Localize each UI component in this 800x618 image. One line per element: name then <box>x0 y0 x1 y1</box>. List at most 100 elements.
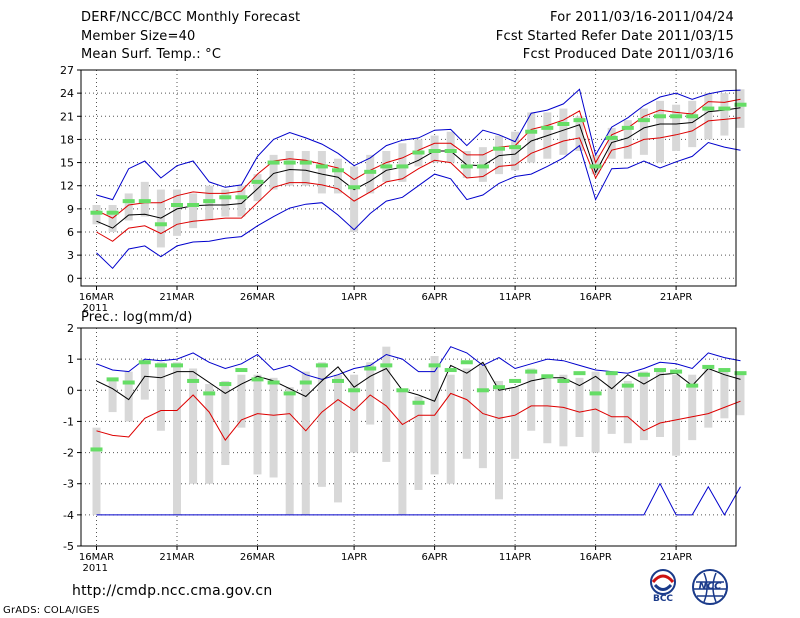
temp-median-mark <box>654 114 666 119</box>
temp-median-mark <box>380 164 393 169</box>
prec-spread-bar <box>366 362 375 425</box>
ncc-logo-text: NCC <box>698 581 722 592</box>
temp-median-mark <box>171 203 183 207</box>
prec-ytick-label: -4 <box>63 509 74 522</box>
temp-median-mark <box>460 164 473 169</box>
temp-spread-bar <box>398 143 407 182</box>
prec-median-mark <box>686 383 699 388</box>
temp-ytick-label: 3 <box>67 249 74 262</box>
prec-median-mark <box>332 378 344 383</box>
prec-spread-bar <box>221 380 230 466</box>
temp-spread-bar <box>688 100 697 148</box>
temp-median-mark <box>154 222 167 227</box>
temp-series-mean-line <box>96 107 741 229</box>
temp-series-p10-line <box>96 117 741 242</box>
temp-series-max-line <box>96 88 741 201</box>
prec-median-mark <box>573 371 586 376</box>
prec-spread-bar <box>607 374 616 434</box>
prec-median-mark <box>654 368 666 373</box>
temp-ytick-label: 24 <box>60 87 74 100</box>
temp-spread-bar <box>173 189 181 236</box>
prec-median-mark <box>187 378 200 383</box>
prec-median-mark <box>621 383 634 388</box>
temp-ytick-label: 9 <box>67 203 74 216</box>
prec-ytick-label: -3 <box>63 478 74 491</box>
temp-spread-bar <box>704 93 713 140</box>
temp-ytick-label: 21 <box>60 110 74 123</box>
chart-title: DERF/NCC/BCC Monthly Forecast <box>81 10 301 25</box>
temp-median-mark <box>476 164 489 169</box>
prec-ytick-label: -2 <box>63 447 74 460</box>
prec-median-mark <box>734 371 747 376</box>
prec-median-mark <box>557 378 570 383</box>
prec-spread-bar <box>446 374 455 484</box>
temp-median-mark <box>138 199 151 204</box>
temp-median-mark <box>187 203 200 207</box>
ncc-logo: NCC <box>687 568 733 606</box>
prec-median-mark <box>154 363 167 368</box>
temp-median-mark <box>203 199 216 204</box>
prec-ytick-label: 2 <box>67 322 74 335</box>
forecast-produced-date: Fcst Produced Date 2011/03/16 <box>522 47 734 62</box>
prec-spread-bar <box>672 374 681 456</box>
prec-ytick-label: 1 <box>67 353 74 366</box>
temp-median-mark <box>219 195 232 200</box>
prec-spread-bar <box>623 380 632 444</box>
forecast-period: For 2011/03/16-2011/04/24 <box>550 10 734 25</box>
temp-median-mark <box>251 179 264 184</box>
prec-spread-bar <box>108 377 117 413</box>
prec-spread-bar <box>398 390 407 515</box>
prec-spread-bar <box>253 374 262 475</box>
prec-median-mark <box>541 374 554 379</box>
prec-median-mark <box>364 366 377 371</box>
forecast-start-date: Fcst Started Refer Date 2011/03/15 <box>495 29 734 44</box>
prec-median-mark <box>428 363 441 368</box>
prec-spread-bar <box>720 368 729 419</box>
temp-xtick-label: 16APR <box>579 292 612 303</box>
prec-xtick-label: 16MAR <box>79 552 114 563</box>
temp-spread-bar <box>575 116 584 151</box>
prec-spread-bar <box>140 359 149 400</box>
temp-spread-bar <box>366 154 375 194</box>
temp-ytick-label: 18 <box>60 133 74 146</box>
prec-median-mark <box>235 368 248 373</box>
temp-spread-bar <box>639 108 648 155</box>
temp-ytick-label: 6 <box>67 226 74 239</box>
prec-spread-bar <box>736 371 745 416</box>
prec-ytick-label: -5 <box>63 540 74 553</box>
prec-spread-bar <box>285 387 294 515</box>
prec-median-mark <box>605 371 618 376</box>
prec-median-mark <box>283 391 296 396</box>
prec-median-mark <box>412 400 425 405</box>
temp-median-mark <box>428 149 441 153</box>
prec-median-mark <box>251 377 264 382</box>
temp-xtick-label: 16MAR <box>79 292 114 303</box>
temp-median-mark <box>283 160 296 165</box>
temp-ytick-label: 0 <box>67 272 74 285</box>
prec-spread-bar <box>704 368 713 428</box>
temp-median-mark <box>589 164 602 169</box>
temp-spread-bar <box>720 93 729 136</box>
source-url: http://cmdp.ncc.cma.gov.cn <box>72 583 273 599</box>
prec-xtick-label: 26MAR <box>240 552 275 563</box>
prec-spread-bar <box>511 387 520 459</box>
temp-spread-bar <box>446 131 455 163</box>
temp-median-mark <box>670 114 683 119</box>
temp-median-mark <box>90 210 103 215</box>
prec-spread-bar <box>350 374 359 453</box>
temp-median-mark <box>267 160 280 165</box>
prec-median-mark <box>299 380 312 385</box>
temp-xtick-label: 2011 <box>83 303 108 314</box>
prec-spread-bar <box>559 374 568 447</box>
prec-series-min-line <box>96 482 741 516</box>
temp-spread-bar <box>656 100 664 163</box>
prec-median-mark <box>106 377 119 382</box>
prec-spread-bar <box>656 368 664 437</box>
prec-spread-bar <box>543 374 552 444</box>
temp-median-mark <box>412 150 425 155</box>
temp-xtick-label: 21APR <box>660 292 693 303</box>
prec-xtick-label: 6APR <box>422 552 448 563</box>
temp-spread-bar <box>269 154 278 190</box>
prec-spread-bar <box>189 368 198 484</box>
temp-spread-bar <box>527 112 536 163</box>
